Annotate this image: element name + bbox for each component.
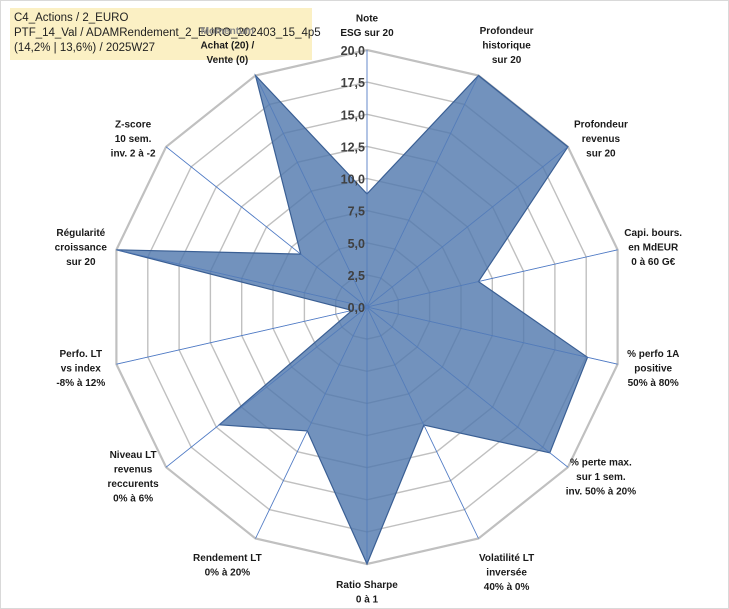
axis-label-line: Niveau LT [110,450,157,461]
axis-label-line: inv. 50% à 20% [566,487,637,498]
axis-label-line: Perfo. LT [60,349,103,360]
tick-label: 0,0 [348,301,365,315]
axis-label-line: 0% à 6% [113,494,153,505]
axis-spoke-overlay [366,249,618,308]
axis-label-line: 0 à 60 G€ [631,257,675,268]
axis-label-line: 40% à 0% [484,582,530,593]
axis-label-line: inversée [486,568,527,579]
axis-label: Capi. bours. en MdEUR 0 à 60 G€ [624,228,682,268]
axis-label-line: en MdEUR [628,243,679,254]
axis-label: Ratio Sharpe 0 à 1 [336,580,398,606]
axis-labels: Note ESG sur 20 Profondeur historique sur 20… [55,14,683,606]
axis-label-line: sur 20 [66,257,96,268]
axis-label-line: sur 20 [586,149,616,160]
axis-label-line: croissance [55,243,108,254]
axis-spoke-overlay [165,306,368,468]
tick-label: 2,5 [348,269,365,283]
tick-label: 17,5 [341,76,365,90]
axis-label-line: 0% à 20% [205,568,251,579]
axis-label: Note ESG sur 20 [340,14,394,40]
axis-spoke-overlay [366,146,569,308]
axis-label-line: Ratio Sharpe [336,580,398,591]
axis-spoke-overlay [366,306,618,365]
axis-label-line: Profondeur [574,120,628,131]
axis-label-line: Rendement LT [193,553,262,564]
axis-label-line: Profondeur [480,26,534,37]
axis-label-line: 0 à 1 [356,595,379,606]
axis-label-line: 10 sem. [115,134,152,145]
axis-spoke-overlay [165,146,368,308]
axis-label: Volatilité LT inversée 40% à 0% [479,553,534,593]
axis-label-line: Note [356,14,379,25]
axis-spoke-overlay [366,75,479,308]
axis-label: % perte max. sur 1 sem. inv. 50% à 20% [566,458,637,498]
chart-info-box: C4_Actions / 2_EURO PTF_14_Val / ADAMRen… [10,8,321,60]
info-line-portfolio-class: C4_Actions / 2_EURO [14,12,129,24]
axis-label: Momentum Achat (20) / Vente (0) [200,26,254,66]
axis-spoke-overlay [116,249,368,308]
tick-label: 20,0 [341,44,365,58]
axis-label-line: Vente (0) [207,55,249,66]
axis-label: Z-score 10 sem. inv. 2 à -2 [111,120,156,160]
axis-label: Niveau LT revenus reccurents 0% à 6% [108,450,160,505]
axis-spoke-overlay [116,306,368,365]
axis-label: Profondeur historique sur 20 [480,26,534,66]
axis-label-line: vs index [61,363,101,374]
axis-label-line: revenus [582,134,621,145]
axis-label-line: inv. 2 à -2 [111,149,156,160]
tick-label: 7,5 [348,205,365,219]
axis-label: Profondeur revenus sur 20 [574,120,628,160]
axis-label: % perfo 1A positive 50% à 80% [627,349,679,389]
tick-label: 10,0 [341,173,365,187]
axis-label-line: revenus [114,465,153,476]
info-line-performance-week: (14,2% | 13,6%) / 2025W27 [14,42,156,54]
tick-label: 15,0 [341,108,365,122]
axis-label: Perfo. LT vs index -8% à 12% [56,349,105,389]
axis-label-line: Régularité [56,228,105,239]
axis-label: Rendement LT 0% à 20% [193,553,262,579]
axis-label-line: ESG sur 20 [340,28,394,39]
axis-label-line: reccurents [108,479,160,490]
axis-label-line: Volatilité LT [479,553,534,564]
axis-label-line: sur 20 [492,55,522,66]
tick-label: 5,0 [348,237,365,251]
axis-label: Régularité croissance sur 20 [55,228,108,268]
info-line-portfolio-name: PTF_14_Val / ADAMRendement_2_EURO_202403… [14,27,321,39]
axis-label-line: Z-score [115,120,152,131]
axis-label-line: Capi. bours. [624,228,682,239]
axis-label-line: Momentum [201,26,254,37]
axis-label-line: historique [482,40,531,51]
radar-series [116,50,618,566]
axis-label-line: -8% à 12% [56,378,105,389]
axis-label-line: % perfo 1A [627,349,679,360]
radial-tick-labels: 0,0 2,5 5,0 7,5 10,0 12,5 15,0 17,5 20,0 [341,44,365,315]
tick-label: 12,5 [341,140,365,154]
axis-label-line: sur 1 sem. [576,472,626,483]
axis-spoke-overlay [366,306,479,539]
axis-spoke-overlay [366,306,569,468]
axis-label-line: positive [634,363,672,374]
axis-label-line: Achat (20) / [200,40,254,51]
axis-label-line: % perte max. [570,458,632,469]
axis-label-line: 50% à 80% [628,378,679,389]
axis-spoke-overlay [255,306,368,539]
axis-spoke-overlay [255,75,368,308]
